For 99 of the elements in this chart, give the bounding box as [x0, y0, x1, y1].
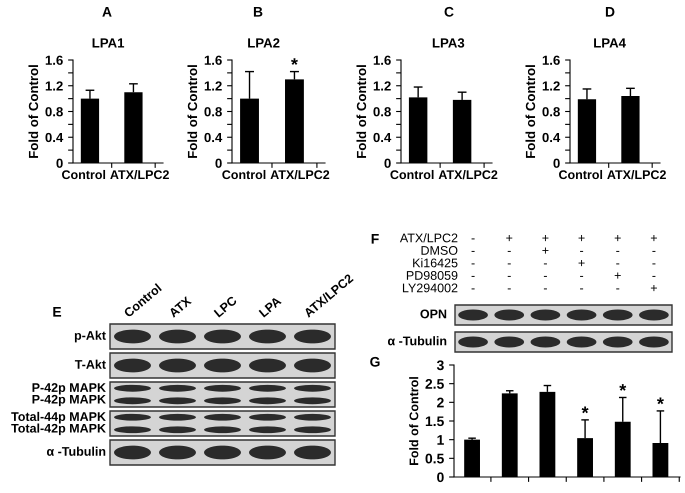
y-tick-label: 0.8 [45, 107, 63, 116]
text: + [578, 260, 585, 266]
category-label: P-42p MAPK P-42p MAPK [32, 383, 106, 406]
text: + [506, 235, 512, 242]
y-tick-label: 1.6 [542, 56, 560, 65]
category-label: LPC [214, 295, 238, 318]
chart-title: LPA3 [432, 38, 464, 48]
y-tick-label: 0.8 [204, 107, 222, 116]
category-label: α -Tubulin [388, 336, 446, 346]
data-label: * [656, 398, 664, 404]
chart-title: LPA4 [594, 38, 626, 48]
x-tick-label: ATX/LPC2 [438, 170, 498, 180]
y-axis-title: Fold of Control [409, 377, 418, 465]
text: F [372, 234, 379, 244]
chart-title: LPA2 [248, 38, 280, 48]
text: - [544, 276, 547, 277]
text: + [542, 248, 548, 254]
y-tick-label: 2.5 [425, 379, 444, 389]
text: B [254, 7, 262, 17]
y-axis-title: Fold of Control [525, 65, 536, 158]
text: - [616, 263, 620, 264]
category-label: α -Tubulin [46, 446, 106, 456]
y-tick-label: 0 [384, 158, 391, 168]
y-axis-title: Fold of Control [187, 65, 198, 158]
x-tick-label: ATX/LPC2 [607, 170, 666, 180]
text: - [580, 288, 584, 290]
y-tick-label: 1.2 [542, 81, 560, 91]
text: - [472, 288, 475, 290]
text: + [614, 235, 621, 242]
category-label: OPN [420, 310, 446, 318]
y-axis-title: Fold of Control [28, 65, 38, 158]
y-tick-label: 0.5 [426, 454, 444, 464]
text: - [472, 250, 475, 252]
text: - [580, 276, 584, 277]
text: G [370, 356, 380, 367]
y-tick-label: 1.6 [46, 56, 63, 65]
category-label: DMSO [422, 246, 458, 255]
y-tick-label: 3 [436, 360, 444, 370]
y-tick-label: 1.2 [204, 81, 222, 91]
text: - [580, 250, 584, 252]
text: - [472, 238, 475, 240]
text: - [508, 250, 511, 252]
text: - [508, 288, 511, 290]
x-tick-label: ATX/LPC2 [110, 170, 169, 180]
text: - [616, 250, 620, 252]
y-tick-label: 0.8 [542, 107, 560, 116]
category-label: PD98059 [406, 271, 458, 280]
category-label: ATX/LPC2 [400, 233, 458, 242]
y-tick-label: 0.4 [204, 132, 222, 142]
x-tick-label: Control [390, 170, 434, 180]
y-tick-label: 2 [437, 398, 444, 408]
text: - [508, 263, 511, 264]
y-tick-label: 0 [553, 158, 560, 168]
chart-title: LPA1 [92, 38, 124, 48]
text: - [544, 263, 547, 264]
text: - [472, 276, 475, 277]
x-tick-label: Control [62, 170, 106, 180]
text: + [578, 235, 585, 242]
text: A [102, 7, 112, 17]
x-tick-label: ATX/LPC2 [270, 170, 330, 180]
category-label: LPA [258, 296, 282, 318]
x-tick-label: Control [222, 170, 266, 180]
text: - [652, 250, 656, 252]
text: - [508, 276, 511, 277]
y-tick-label: 1.5 [426, 416, 444, 426]
y-tick-label: 0 [437, 472, 444, 482]
y-tick-label: 1.6 [204, 56, 222, 65]
text: + [650, 285, 657, 292]
y-tick-label: 1.6 [374, 56, 391, 65]
y-tick-label: 0.4 [373, 132, 392, 142]
text: + [542, 235, 548, 242]
category-label: Ki16425 [413, 258, 458, 268]
y-tick-label: 1.2 [374, 81, 391, 91]
text: C [444, 6, 454, 17]
y-tick-label: 0 [215, 158, 222, 168]
y-tick-label: 1.2 [46, 81, 63, 91]
text: - [652, 276, 656, 277]
x-tick-label: Control [559, 170, 602, 180]
text: + [650, 235, 657, 242]
text: - [652, 263, 656, 264]
data-label: * [290, 58, 298, 65]
data-label: * [619, 384, 626, 391]
text: + [614, 272, 621, 279]
text: E [53, 307, 62, 317]
text: - [616, 288, 620, 290]
y-axis-title: Fold of Control [356, 65, 366, 158]
y-tick-label: 0.4 [542, 132, 560, 142]
text: D [606, 7, 614, 17]
category-label: Total-44p MAPK Total-42p MAPK [11, 412, 106, 436]
y-tick-label: 1 [437, 435, 444, 445]
y-tick-label: 0 [56, 158, 63, 168]
y-tick-label: 0.8 [373, 107, 391, 116]
text: - [472, 263, 475, 264]
data-label: * [582, 406, 589, 414]
category-label: p-Akt [74, 330, 106, 342]
y-tick-label: 0.4 [45, 132, 64, 142]
category-label: T-Akt [74, 360, 106, 369]
text: - [544, 288, 547, 290]
category-label: LY294002 [402, 284, 458, 292]
